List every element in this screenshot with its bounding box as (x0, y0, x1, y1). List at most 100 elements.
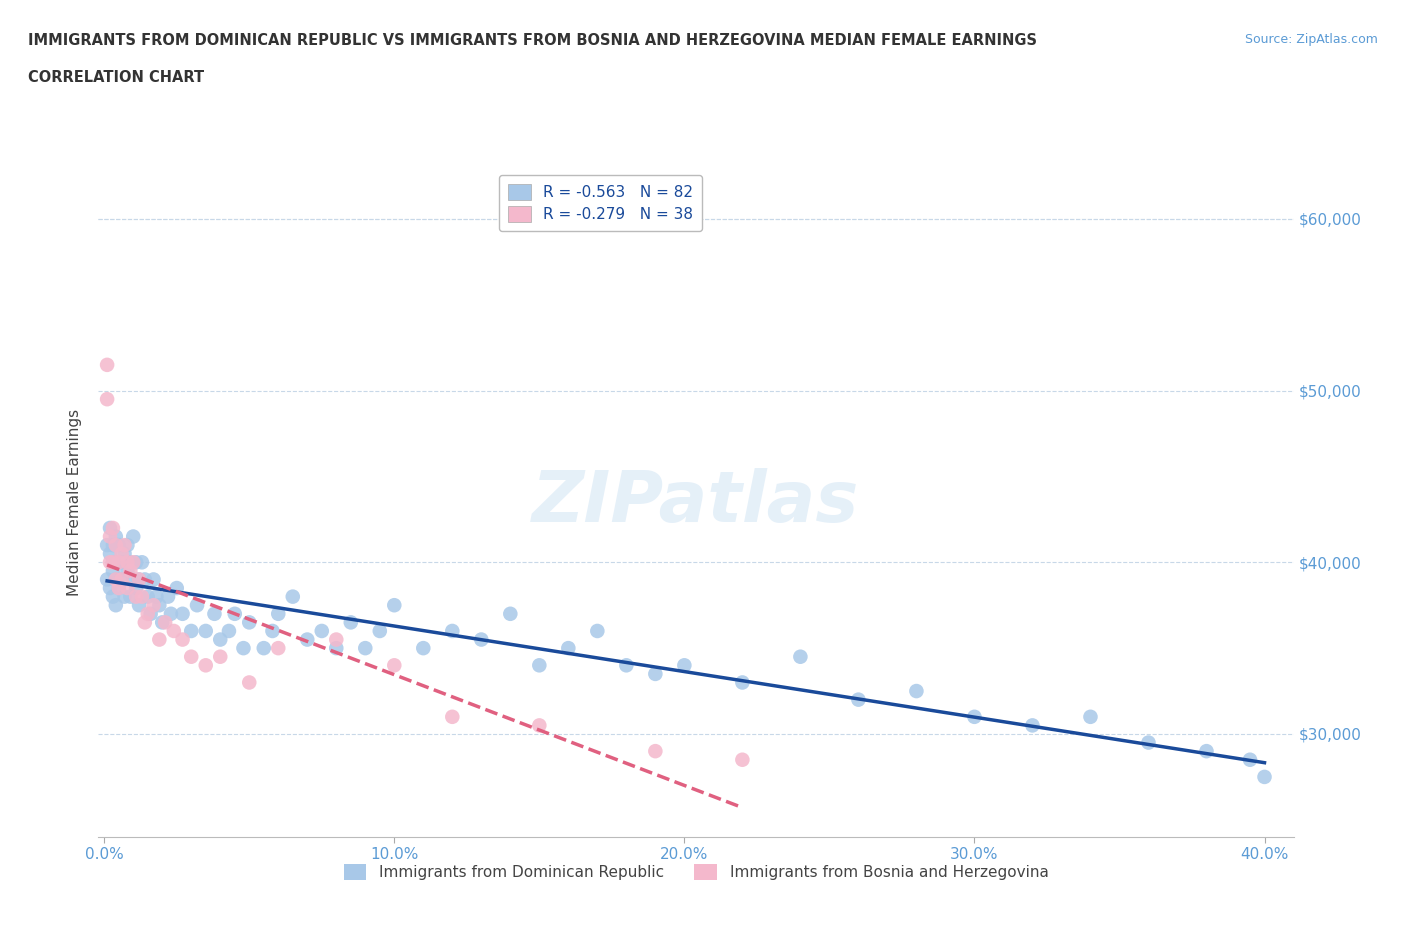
Point (134, 572, 156, 587)
Point (180, 623, 202, 638)
Point (122, 529, 145, 544)
Point (107, 538, 129, 552)
Point (267, 606, 290, 621)
Point (194, 623, 217, 638)
Point (98, 529, 121, 544)
Point (125, 590, 148, 604)
Point (101, 590, 124, 604)
Point (281, 590, 304, 604)
Point (117, 555, 139, 570)
Point (172, 632, 194, 647)
Point (148, 632, 170, 647)
Point (125, 580, 148, 595)
Point (96, 538, 118, 552)
Point (128, 598, 150, 613)
Point (111, 546, 134, 561)
Point (107, 555, 129, 570)
Point (963, 710, 986, 724)
Point (209, 632, 232, 647)
Point (114, 546, 136, 561)
Point (104, 538, 127, 552)
Point (96, 572, 118, 587)
Point (262, 623, 284, 638)
Point (325, 641, 347, 656)
Point (529, 718, 551, 733)
Point (111, 572, 134, 587)
Point (122, 572, 145, 587)
Point (325, 632, 347, 647)
Point (98, 546, 121, 561)
Point (117, 564, 139, 578)
Point (101, 555, 124, 570)
Point (789, 649, 811, 664)
Point (180, 649, 202, 664)
Point (731, 675, 754, 690)
Point (101, 538, 124, 552)
Point (125, 555, 148, 570)
Point (139, 606, 162, 621)
Point (98, 521, 121, 536)
Point (104, 529, 127, 544)
Point (104, 572, 127, 587)
Point (120, 555, 142, 570)
Point (1137, 735, 1160, 750)
Point (499, 606, 522, 621)
Point (204, 606, 226, 621)
Point (136, 606, 159, 621)
Point (157, 590, 180, 604)
Point (354, 641, 377, 656)
Point (101, 521, 124, 536)
Point (98, 580, 121, 595)
Point (107, 580, 129, 595)
Y-axis label: Median Female Earnings: Median Female Earnings (67, 408, 83, 596)
Legend: Immigrants from Dominican Republic, Immigrants from Bosnia and Herzegovina: Immigrants from Dominican Republic, Immi… (337, 858, 1054, 886)
Point (114, 538, 136, 552)
Point (644, 667, 666, 682)
Point (1239, 752, 1261, 767)
Point (120, 564, 142, 578)
Point (142, 598, 165, 613)
Point (382, 598, 405, 613)
Point (96, 357, 118, 372)
Point (128, 572, 150, 587)
Text: Source: ZipAtlas.com: Source: ZipAtlas.com (1244, 33, 1378, 46)
Point (96, 392, 118, 406)
Point (136, 590, 159, 604)
Point (1021, 718, 1043, 733)
Point (267, 641, 290, 656)
Point (160, 606, 183, 621)
Point (731, 752, 754, 767)
Point (104, 598, 127, 613)
Point (232, 641, 254, 656)
Point (117, 538, 139, 552)
Point (128, 572, 150, 587)
Point (134, 615, 156, 630)
Point (218, 623, 240, 638)
Point (470, 632, 492, 647)
Point (673, 658, 696, 672)
Point (163, 623, 186, 638)
Point (194, 658, 217, 672)
Point (253, 641, 276, 656)
Point (441, 623, 464, 638)
Point (224, 606, 246, 621)
Text: CORRELATION CHART: CORRELATION CHART (28, 70, 204, 85)
Point (131, 555, 153, 570)
Point (120, 590, 142, 604)
Point (557, 641, 579, 656)
Point (297, 632, 319, 647)
Text: IMMIGRANTS FROM DOMINICAN REPUBLIC VS IMMIGRANTS FROM BOSNIA AND HERZEGOVINA MED: IMMIGRANTS FROM DOMINICAN REPUBLIC VS IM… (28, 33, 1038, 47)
Point (441, 710, 464, 724)
Point (905, 684, 928, 698)
Point (339, 615, 361, 630)
Point (101, 564, 124, 578)
Point (186, 598, 208, 613)
Point (153, 615, 176, 630)
Point (644, 744, 666, 759)
Text: ZIPatlas: ZIPatlas (533, 468, 859, 537)
Point (1195, 744, 1218, 759)
Point (142, 572, 165, 587)
Point (150, 615, 173, 630)
Point (529, 658, 551, 672)
Point (848, 692, 870, 707)
